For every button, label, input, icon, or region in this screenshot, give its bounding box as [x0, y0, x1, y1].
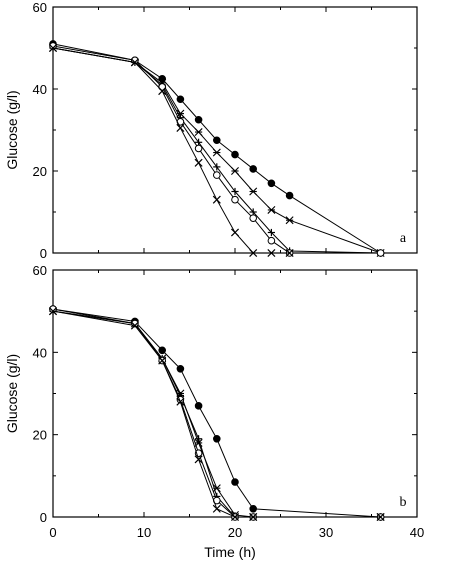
data-point-cross [285, 248, 294, 258]
data-point-filled-circle [213, 434, 221, 443]
data-point-cross [212, 195, 221, 204]
series-line-filled-circle [52, 43, 381, 254]
data-point-asterisk [212, 148, 221, 157]
data-point-plus [213, 163, 221, 171]
data-point-filled-circle [249, 504, 257, 513]
data-point-filled-circle [176, 365, 185, 373]
data-point-open-circle [267, 236, 276, 245]
data-point-cross [230, 228, 240, 237]
panel-label: a [400, 231, 407, 246]
series-plus [49, 44, 385, 257]
series-asterisk [49, 307, 385, 521]
data-point-open-circle [194, 144, 203, 153]
data-point-cross [158, 87, 167, 96]
x-tick-label: 20 [228, 525, 242, 540]
series-line-filled-circle [52, 308, 381, 518]
series-line-open-circle [52, 308, 381, 518]
data-point-asterisk [231, 167, 239, 175]
y-axis-label: Glucose (g/l) [4, 90, 20, 169]
data-point-asterisk [249, 187, 258, 196]
x-tick-label: 40 [410, 525, 424, 540]
data-point-filled-circle [231, 478, 239, 486]
data-point-asterisk [267, 205, 276, 214]
data-point-plus [231, 187, 239, 196]
series-asterisk [49, 44, 385, 257]
data-point-plus [195, 435, 203, 443]
x-tick-label: 0 [49, 525, 56, 540]
data-point-open-circle [49, 305, 57, 313]
series-line-plus [52, 310, 381, 518]
data-point-filled-circle [194, 115, 203, 124]
data-point-cross [376, 512, 385, 522]
data-point-cross [249, 248, 258, 258]
y-tick-label: 60 [33, 0, 47, 15]
plot-frame [52, 6, 418, 254]
series-cross [48, 307, 385, 522]
y-tick-label: 20 [33, 164, 47, 179]
data-point-cross [130, 321, 139, 330]
data-point-cross [176, 123, 185, 132]
x-tick-label: 10 [137, 525, 151, 540]
data-point-plus [267, 228, 275, 237]
series-line-cross [52, 47, 290, 254]
data-point-filled-circle [267, 179, 276, 188]
data-point-cross [158, 356, 167, 365]
data-point-filled-circle [231, 150, 239, 159]
data-point-cross [194, 455, 203, 464]
y-tick-label: 40 [33, 345, 47, 360]
data-point-cross [249, 512, 258, 522]
series-filled-circle [49, 40, 385, 257]
data-point-filled-circle [176, 95, 185, 104]
panel-label: b [400, 495, 407, 510]
data-point-cross [194, 158, 203, 167]
panel-a: 0 20 40 60 Glucose (g/l) a [4, 0, 418, 261]
data-point-cross [176, 397, 185, 406]
data-point-cross [48, 307, 58, 316]
data-point-open-circle [249, 214, 257, 222]
data-point-cross [267, 248, 276, 258]
series-open-circle [49, 42, 385, 257]
data-point-filled-circle [158, 346, 166, 355]
y-tick-label: 0 [40, 246, 47, 261]
data-point-open-circle [49, 42, 57, 50]
series-line-asterisk [52, 310, 381, 518]
data-point-filled-circle [213, 136, 221, 145]
y-tick-label: 0 [40, 510, 47, 525]
data-point-filled-circle [285, 191, 294, 200]
data-point-cross [212, 504, 221, 513]
data-point-open-circle [231, 195, 239, 204]
x-tick-label: 30 [319, 525, 333, 540]
data-point-open-circle [376, 249, 385, 257]
series-line-cross [52, 310, 381, 518]
y-axis-label: Glucose (g/l) [4, 354, 20, 433]
series-cross [48, 43, 294, 258]
data-point-asterisk [285, 216, 294, 225]
data-point-filled-circle [249, 165, 257, 173]
data-point-filled-circle [194, 402, 203, 410]
y-tick-label: 20 [33, 428, 47, 443]
x-axis-label: Time (h) [204, 544, 256, 560]
panel-b: 0 10 20 30 40 0 20 40 60 Glucose (g/l) Time (h) b [4, 263, 424, 560]
y-tick-label: 40 [33, 82, 47, 97]
data-point-cross [48, 43, 58, 53]
data-point-asterisk [194, 128, 203, 137]
data-point-cross [130, 58, 139, 67]
data-point-cross [230, 512, 240, 522]
y-tick-label: 60 [33, 263, 47, 278]
data-point-open-circle [213, 171, 221, 179]
